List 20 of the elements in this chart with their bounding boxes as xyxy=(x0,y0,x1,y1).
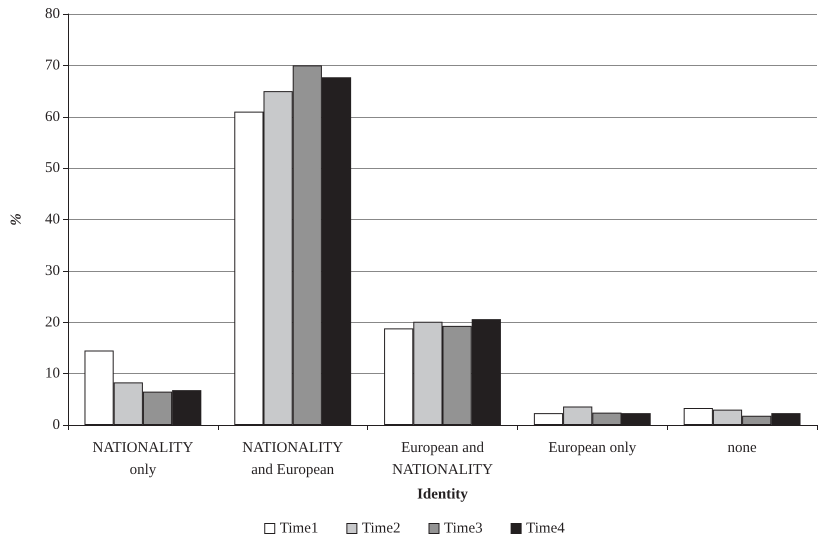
y-axis-title: % xyxy=(8,213,24,226)
x-tick-label: European and NATIONALITY xyxy=(392,440,494,478)
x-tick-label: NATIONALITY only xyxy=(92,440,194,478)
y-tick-label: 20 xyxy=(45,314,60,330)
legend-label: Time3 xyxy=(444,520,483,536)
y-tick-label: 60 xyxy=(45,108,60,125)
legend-label: Time1 xyxy=(280,520,318,536)
x-tick-label: NATIONALITY and European xyxy=(242,440,344,478)
x-axis-title: Identity xyxy=(417,486,468,502)
legend-label: Time4 xyxy=(526,520,566,536)
y-tick-label: 80 xyxy=(45,6,60,22)
x-tick-label: European only xyxy=(548,440,637,456)
y-tick-label: 50 xyxy=(45,160,60,176)
legend-label: Time2 xyxy=(362,520,401,536)
y-tick-label: 30 xyxy=(45,262,60,279)
y-tick-label: 10 xyxy=(45,366,60,382)
y-tick-label: 0 xyxy=(52,417,60,433)
y-tick-label: 40 xyxy=(45,212,60,228)
x-tick-label: none xyxy=(728,440,758,456)
y-tick-label: 70 xyxy=(45,57,60,74)
